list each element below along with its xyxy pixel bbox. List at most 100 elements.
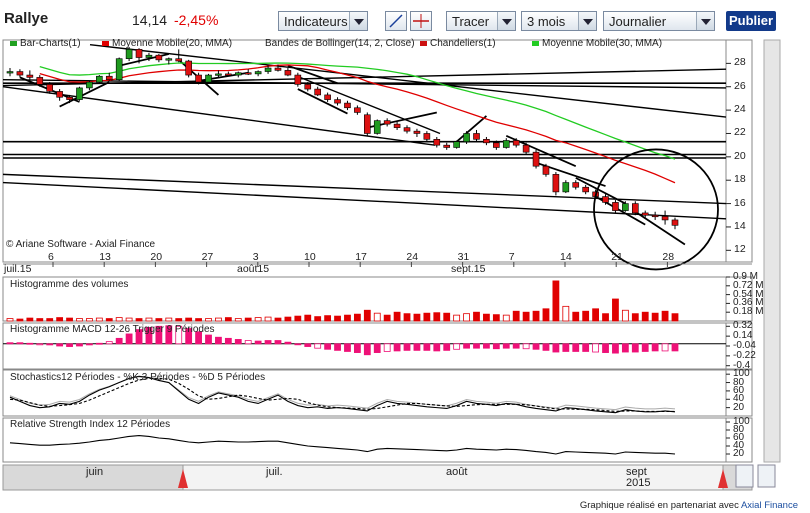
volume-bar xyxy=(344,314,351,322)
candle-body xyxy=(562,182,570,193)
candle-body xyxy=(155,54,163,61)
candle-body xyxy=(145,54,153,58)
candle-body xyxy=(522,144,530,153)
candle-body xyxy=(344,102,351,109)
volume-bar xyxy=(234,318,242,322)
candle-body xyxy=(264,67,272,72)
volume-bar xyxy=(651,312,659,322)
vertical-scrollbar xyxy=(763,39,781,463)
macd-bar xyxy=(492,343,500,350)
volume-bar xyxy=(165,317,173,322)
macd-bar xyxy=(443,343,451,351)
period-dropdown[interactable]: Journalier xyxy=(603,11,715,31)
trend-line xyxy=(2,181,727,220)
macd-bar xyxy=(95,342,103,345)
volume-bar xyxy=(314,316,322,322)
volume-bar xyxy=(373,312,381,322)
candle-body xyxy=(6,71,14,74)
volume-bar xyxy=(135,318,143,322)
volume-bar xyxy=(453,314,461,322)
stock-change-percent: % xyxy=(206,12,219,28)
draw-line-icon[interactable] xyxy=(385,11,407,31)
volume-bar xyxy=(205,318,212,322)
indicators-dropdown[interactable]: Indicateurs xyxy=(278,11,368,31)
draw-horizontal-icon[interactable] xyxy=(410,11,432,31)
volume-bar xyxy=(215,317,222,322)
macd-bar xyxy=(294,343,302,346)
publish-button[interactable]: Publier xyxy=(726,11,776,31)
macd-bar xyxy=(205,334,212,345)
volume-bar xyxy=(532,310,540,322)
macd-bar xyxy=(393,343,401,352)
candle-body xyxy=(483,139,490,144)
volume-bar xyxy=(155,318,163,322)
stoch-d-line xyxy=(9,377,675,412)
volume-bar xyxy=(383,314,391,322)
stock-change: -2,45 xyxy=(174,12,206,28)
candle-body xyxy=(502,140,510,148)
highlight-circle xyxy=(593,148,719,271)
legend-swatch xyxy=(102,41,109,46)
candle-body xyxy=(413,130,421,134)
candle-body xyxy=(651,214,659,218)
candle-body xyxy=(125,49,133,59)
trend-line xyxy=(2,68,727,87)
candle-body xyxy=(453,141,460,148)
macd-bar xyxy=(473,343,480,349)
candle-body xyxy=(254,71,262,75)
volume-bar xyxy=(572,311,580,322)
credit-brand-link[interactable]: Axial Finance xyxy=(740,500,798,511)
navigator-right-handle xyxy=(718,469,728,488)
draw-dropdown[interactable]: Tracer xyxy=(446,11,516,31)
volume-bar xyxy=(264,316,272,322)
candle-body xyxy=(274,67,282,71)
candle-body xyxy=(512,140,520,146)
period-dropdown-label: Journalier xyxy=(609,14,667,29)
candle-body xyxy=(105,75,113,81)
macd-bar xyxy=(175,325,183,345)
macd-bar xyxy=(612,343,619,354)
candle-body xyxy=(324,94,331,100)
macd-bar xyxy=(115,337,123,345)
candle-body xyxy=(86,81,93,89)
macd-bar xyxy=(661,343,669,352)
candle-body xyxy=(373,120,381,134)
trend-segment xyxy=(287,64,338,85)
macd-bar xyxy=(621,343,629,353)
macd-bar xyxy=(244,340,252,345)
volume-bar xyxy=(46,318,54,322)
volume-bar xyxy=(463,313,470,322)
candle-body xyxy=(36,77,44,85)
macd-bar xyxy=(483,343,490,349)
macd-bar xyxy=(76,343,83,347)
macd-bar xyxy=(334,343,341,351)
candle-body xyxy=(66,96,73,100)
macd-bar xyxy=(26,342,34,345)
candle-body xyxy=(115,58,123,81)
trend-segment xyxy=(59,81,110,108)
chart-area[interactable] xyxy=(0,36,810,491)
legend-swatch xyxy=(532,41,539,46)
macd-bar xyxy=(145,326,153,345)
volume-bar xyxy=(294,315,302,322)
scroll-up-button xyxy=(735,464,754,488)
ma30-line xyxy=(39,62,676,160)
candle-body xyxy=(314,88,321,96)
pane-frame xyxy=(2,417,753,463)
macd-bar xyxy=(453,343,461,350)
rsi-line xyxy=(9,435,676,455)
trend-line xyxy=(2,79,727,89)
macd-bar xyxy=(512,343,520,349)
candle-body xyxy=(552,174,560,193)
range-dropdown[interactable]: 3 mois xyxy=(521,11,597,31)
range-dropdown-label: 3 mois xyxy=(527,14,566,29)
macd-bar xyxy=(353,343,361,353)
volume-bar xyxy=(105,318,113,322)
macd-bar xyxy=(215,336,222,345)
credit-line: Graphique réalisé en partenariat avec Ax… xyxy=(580,500,798,511)
macd-bar xyxy=(274,340,282,345)
macd-bar xyxy=(324,343,332,350)
trend-segment xyxy=(575,177,626,205)
volume-bar xyxy=(115,317,123,322)
macd-bar xyxy=(264,340,272,345)
